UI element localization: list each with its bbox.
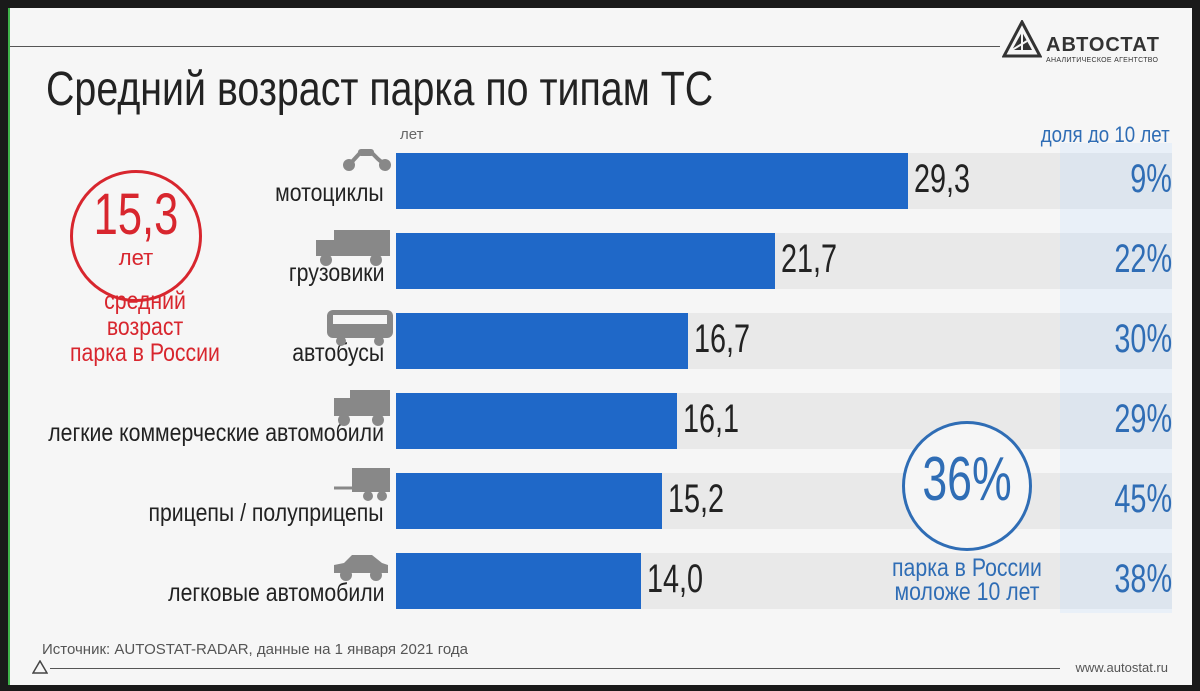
average-age-value: 15,3 <box>93 182 179 247</box>
share-cell <box>1060 233 1172 289</box>
footer-triangle-icon <box>32 660 48 674</box>
top-divider <box>10 46 1000 47</box>
share-label: 9% <box>1130 157 1172 201</box>
bus-icon <box>327 310 393 346</box>
bar-value-label: 29,3 <box>913 157 971 201</box>
bar-value-label: 16,7 <box>693 317 750 361</box>
share-label: 29% <box>1114 397 1172 441</box>
bar <box>396 313 688 369</box>
share-label: 22% <box>1114 237 1172 281</box>
share-column-band <box>1060 143 1172 613</box>
young-share-circle: 36% <box>902 421 1032 551</box>
bar-row: 21,7 22% грузовики <box>10 230 1192 289</box>
logo-text: АВТОСТАТ <box>1046 34 1160 56</box>
bar-row: 16,1 29% легкие коммерческие автомобили <box>10 390 1192 449</box>
average-age-caption: средний возраст парка в России <box>64 288 226 366</box>
average-age-circle: 15,3 лет <box>70 170 202 302</box>
share-cell <box>1060 313 1172 369</box>
young-share-caption-line-1: парка в России <box>892 554 1042 582</box>
bar-row: 16,7 30% автобусы <box>10 310 1192 369</box>
young-share-value: 36% <box>922 445 1012 514</box>
category-label: легкие коммерческие автомобили <box>48 419 384 447</box>
page-title: Средний возраст парка по типам ТС <box>46 63 714 116</box>
share-column-header: доля до 10 лет <box>1041 122 1170 147</box>
share-label: 45% <box>1114 477 1172 521</box>
bar <box>396 473 662 529</box>
bar <box>396 153 908 209</box>
bar-row: 29,3 9% мотоциклы <box>10 149 1192 209</box>
share-label: 38% <box>1114 557 1172 601</box>
bar <box>396 393 678 449</box>
truck-icon <box>316 230 390 266</box>
website-url: www.autostat.ru <box>1075 660 1169 675</box>
share-cell <box>1060 473 1172 529</box>
category-label: легковые автомобили <box>167 579 384 607</box>
bottom-divider <box>50 668 1060 669</box>
share-cell <box>1060 553 1172 609</box>
category-label: грузовики <box>288 259 384 287</box>
share-cell <box>1060 393 1172 449</box>
van-icon <box>334 390 390 426</box>
logo: АВТОСТАТ АНАЛИТИЧЕСКОЕ АГЕНТСТВО <box>1001 18 1182 70</box>
trailer-icon <box>334 468 390 501</box>
category-label: прицепы / полуприцепы <box>148 499 384 527</box>
source-note: Источник: AUTOSTAT-RADAR, данные на 1 ян… <box>42 641 468 658</box>
axis-unit-label: лет <box>400 126 424 143</box>
average-age-caption-line-2: парка в России <box>70 339 220 367</box>
young-share-caption-line-2: моложе 10 лет <box>894 578 1040 606</box>
logo-subtitle: АНАЛИТИЧЕСКОЕ АГЕНТСТВО <box>1046 57 1159 64</box>
slide: АВТОСТАТ АНАЛИТИЧЕСКОЕ АГЕНТСТВО Средний… <box>8 8 1192 685</box>
bar-value-label: 21,7 <box>781 237 838 281</box>
average-age-caption-line-1: средний возраст <box>104 287 186 341</box>
logo-icon <box>1001 18 1043 58</box>
bar-value-label: 14,0 <box>646 557 703 601</box>
bar <box>396 233 776 289</box>
share-cell <box>1060 153 1172 209</box>
bar-value-label: 15,2 <box>667 477 724 521</box>
category-label: мотоциклы <box>275 179 384 207</box>
bar-value-label: 16,1 <box>683 397 740 441</box>
motorcycle-icon <box>343 149 391 171</box>
car-icon <box>334 555 388 581</box>
bar-row: 14,0 38% легковые автомобили <box>10 553 1192 609</box>
young-share-caption: парка в России моложе 10 лет <box>886 554 1048 606</box>
bar <box>396 553 641 609</box>
average-age-unit: лет <box>118 245 154 270</box>
share-label: 30% <box>1114 317 1172 361</box>
